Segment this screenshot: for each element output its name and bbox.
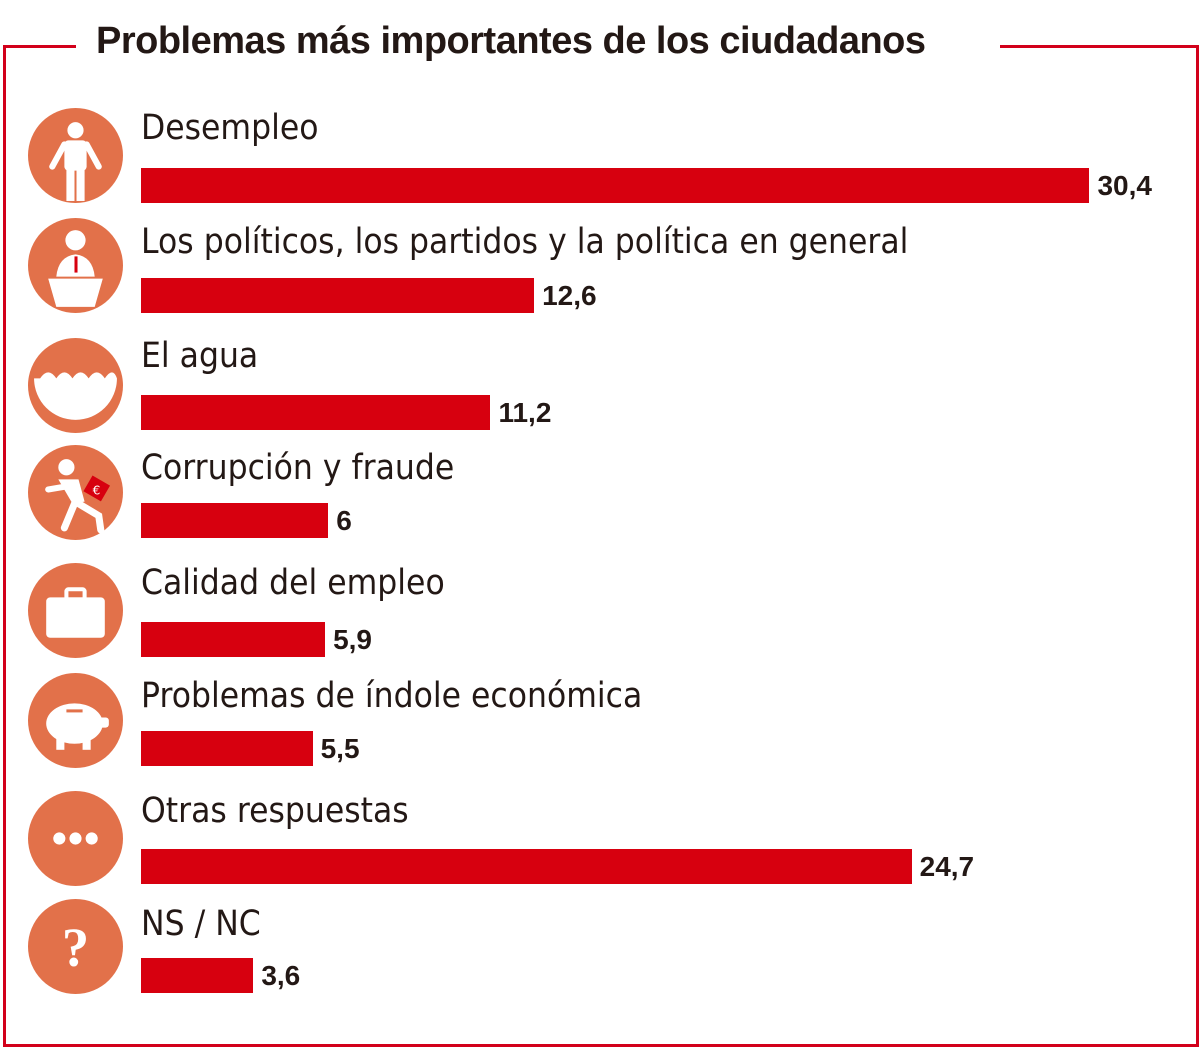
category-label: El agua bbox=[141, 336, 259, 376]
bar bbox=[141, 278, 535, 313]
value-label: 12,6 bbox=[542, 280, 597, 311]
category-label: NS / NC bbox=[141, 904, 261, 944]
bar bbox=[141, 168, 1090, 203]
politician-podium-icon bbox=[28, 218, 123, 313]
value-label: 3,6 bbox=[261, 960, 301, 991]
bar bbox=[141, 731, 313, 766]
bar bbox=[141, 958, 254, 993]
bar bbox=[141, 849, 912, 884]
water-icon bbox=[28, 338, 123, 433]
value-label: 5,9 bbox=[333, 624, 373, 655]
value-label: 11,2 bbox=[498, 397, 552, 428]
category-label: Problemas de índole económica bbox=[141, 676, 643, 716]
question-mark-icon: ? bbox=[28, 899, 123, 994]
value-label: 6 bbox=[336, 505, 352, 536]
unemployed-person-icon bbox=[28, 108, 123, 203]
svg-text:?: ? bbox=[62, 917, 89, 978]
svg-text:€: € bbox=[93, 484, 101, 498]
chart-title: Problemas más importantes de los ciudada… bbox=[96, 20, 926, 62]
category-label: Desempleo bbox=[141, 108, 319, 148]
category-label: Los políticos, los partidos y la polític… bbox=[141, 222, 909, 262]
ellipsis-icon bbox=[28, 791, 123, 886]
value-label: 30,4 bbox=[1097, 170, 1152, 201]
thief-running-icon: € bbox=[28, 445, 123, 540]
value-label: 5,5 bbox=[320, 733, 360, 764]
value-label: 24,7 bbox=[919, 851, 975, 882]
briefcase-icon bbox=[28, 563, 123, 658]
bar bbox=[141, 622, 326, 657]
category-label: Otras respuestas bbox=[141, 791, 409, 831]
chart-title-box: Problemas más importantes de los ciudada… bbox=[76, 0, 1000, 85]
category-label: Calidad del empleo bbox=[141, 563, 445, 603]
category-label: Corrupción y fraude bbox=[141, 448, 455, 488]
bar bbox=[141, 503, 329, 538]
bar bbox=[141, 395, 491, 430]
piggy-bank-icon bbox=[28, 673, 123, 768]
